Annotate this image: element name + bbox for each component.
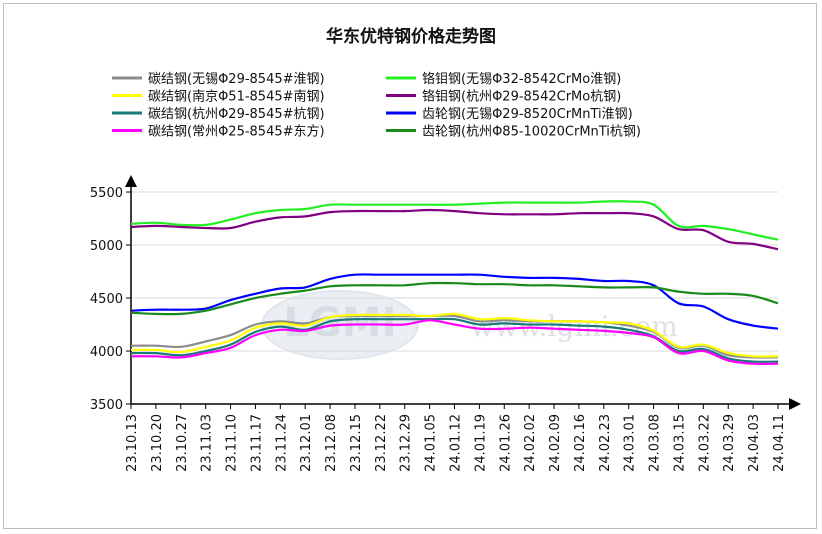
series-line	[130, 312, 779, 358]
x-tick-label: 24.02.16	[573, 414, 588, 472]
x-tick-label: 24.03.01	[623, 414, 638, 472]
series-lines	[130, 200, 779, 366]
watermark-text: www.lgmi.com	[470, 310, 678, 343]
x-tick-label: 23.10.13	[125, 414, 140, 472]
legend-label: 碳结钢(南京Φ51-8545#南钢)	[148, 89, 325, 105]
x-tick-label: 24.02.09	[548, 414, 563, 472]
x-tick-label: 24.01.19	[473, 414, 488, 472]
legend-label: 碳结钢(常州Φ25-8545#东方)	[148, 124, 325, 140]
series-line	[130, 208, 779, 251]
x-tick-label: 24.02.02	[523, 414, 538, 472]
legend-label: 齿轮钢(无锡Φ29-8520CrMnTi淮钢)	[422, 107, 633, 122]
x-tick-label: 23.10.27	[175, 414, 190, 472]
y-tick-label: 4500	[90, 292, 123, 307]
legend-item: 齿轮钢(无锡Φ29-8520CrMnTi淮钢)	[386, 107, 633, 122]
legend-label: 碳结钢(无锡Φ29-8545#淮钢)	[148, 72, 325, 87]
x-tick-label: 24.01.05	[424, 414, 439, 472]
x-tick-label: 24.02.23	[598, 414, 613, 472]
legend-item: 碳结钢(南京Φ51-8545#南钢)	[112, 89, 325, 105]
legend-item: 齿轮钢(杭州Φ85-10020CrMnTi杭钢)	[386, 125, 641, 140]
x-tick-label: 23.12.22	[374, 414, 389, 472]
series-line	[130, 317, 779, 363]
x-tick-label: 23.11.10	[225, 414, 240, 472]
legend-item: 碳结钢(无锡Φ29-8545#淮钢)	[112, 72, 325, 87]
x-tick-label: 24.01.26	[498, 414, 513, 472]
series-line	[130, 200, 779, 241]
x-tick-label: 24.03.22	[697, 414, 712, 472]
legend-item: 铬钼钢(杭州Φ29-8542CrMo杭钢)	[386, 89, 621, 105]
y-tick-label: 3500	[90, 398, 123, 413]
x-tick-label: 24.04.11	[772, 414, 787, 472]
y-tick-label: 5500	[90, 186, 123, 201]
legend-item: 碳结钢(杭州Φ29-8545#杭钢)	[112, 107, 325, 122]
legend-label: 铬钼钢(无锡Φ32-8542CrMo淮钢)	[422, 71, 621, 87]
chart-title: 华东优特钢价格走势图	[326, 26, 496, 47]
y-tick-labels: 3500 4000 4500 5000 5500	[90, 186, 131, 413]
gridlines	[131, 191, 778, 352]
legend-label: 铬钼钢(杭州Φ29-8542CrMo杭钢)	[422, 89, 621, 105]
x-tick-label: 23.10.20	[150, 414, 165, 472]
x-tick-label: 24.04.03	[747, 414, 762, 472]
x-tick-labels: 23.10.13 23.10.20 23.10.27 23.11.03 23.11.10…	[125, 404, 787, 472]
series-line	[130, 319, 779, 366]
x-tick-label: 23.11.24	[274, 414, 289, 472]
chart-frame	[3, 3, 817, 529]
x-tick-label: 23.12.15	[349, 414, 364, 472]
legend-label: 齿轮钢(杭州Φ85-10020CrMnTi杭钢)	[422, 125, 641, 140]
x-axis-arrow	[789, 398, 801, 410]
legend-item: 铬钼钢(无锡Φ32-8542CrMo淮钢)	[386, 71, 621, 87]
x-tick-label: 24.03.29	[722, 414, 737, 472]
x-tick-label: 24.01.12	[449, 414, 464, 472]
axes	[125, 175, 801, 410]
series-line	[130, 273, 779, 330]
x-tick-label: 24.03.08	[648, 414, 663, 472]
legend-item: 碳结钢(常州Φ25-8545#东方)	[112, 124, 325, 140]
y-tick-label: 5000	[90, 239, 123, 254]
y-tick-label: 4000	[90, 345, 123, 360]
legend: 碳结钢(无锡Φ29-8545#淮钢) 碳结钢(南京Φ51-8545#南钢) 碳结钢(…	[112, 71, 641, 140]
x-tick-label: 24.03.15	[672, 414, 687, 472]
x-tick-label: 23.12.01	[299, 414, 314, 472]
legend-label: 碳结钢(杭州Φ29-8545#杭钢)	[148, 107, 325, 122]
watermark: LGMI www.lgmi.com	[261, 290, 678, 360]
x-tick-label: 23.11.17	[249, 414, 264, 472]
x-tick-label: 23.11.03	[200, 414, 215, 472]
x-tick-label: 23.12.29	[399, 414, 414, 472]
series-line	[130, 281, 779, 316]
x-tick-label: 23.12.08	[324, 414, 339, 472]
y-axis-arrow	[125, 175, 137, 187]
